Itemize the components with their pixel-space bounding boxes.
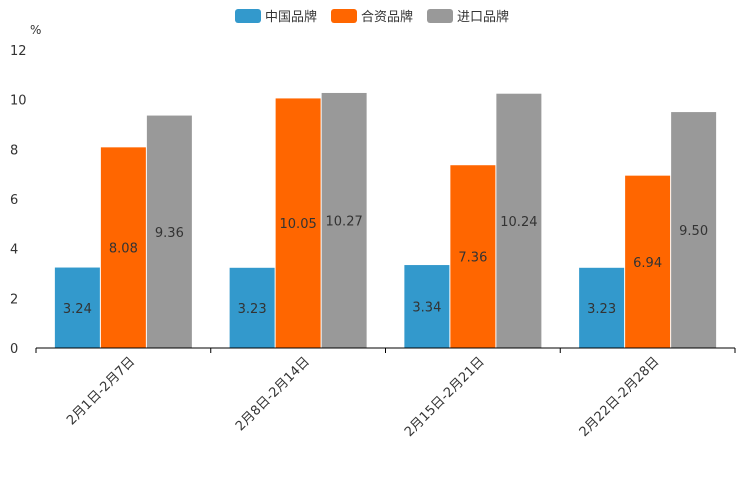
x-tick-label: 2月22日-2月28日 <box>577 354 663 440</box>
y-tick-label: 4 <box>10 243 18 258</box>
bar[interactable] <box>625 175 671 348</box>
legend-label-imported-brand: 进口品牌 <box>457 10 510 25</box>
bar[interactable] <box>579 267 625 348</box>
y-tick-label: 10 <box>10 94 27 109</box>
y-tick-label: 0 <box>10 342 18 357</box>
bar[interactable] <box>275 98 321 348</box>
x-tick-label: 2月15日-2月21日 <box>402 354 488 440</box>
x-tick-label: 2月1日-2月7日 <box>64 354 138 428</box>
x-axis: 2月1日-2月7日 2月8日-2月14日 2月15日-2月21日 2月22日-2月28… <box>35 347 736 440</box>
bar[interactable] <box>450 165 496 348</box>
bar[interactable] <box>496 93 542 348</box>
bar-value-label: 3.34 <box>412 301 441 316</box>
bar-value-label: 9.50 <box>679 224 708 239</box>
y-tick-label: 6 <box>10 193 18 208</box>
legend: 中国品牌 合资品牌 进口品牌 <box>0 6 744 25</box>
bar[interactable] <box>404 265 450 348</box>
bar-value-label: 9.36 <box>155 226 184 241</box>
legend-item-imported-brand[interactable]: 进口品牌 <box>427 6 509 25</box>
y-tick-label: 12 <box>10 44 27 59</box>
bar[interactable] <box>146 115 192 348</box>
y-axis: % 0 2 4 6 8 10 12 <box>10 23 41 357</box>
legend-label-china-brand: 中国品牌 <box>264 10 317 25</box>
bar[interactable] <box>671 112 717 348</box>
bar-value-label: 3.24 <box>63 302 92 317</box>
bar-value-label: 7.36 <box>458 251 487 266</box>
legend-item-joint-venture-brand[interactable]: 合资品牌 <box>330 6 413 25</box>
bar-value-label: 8.08 <box>109 242 138 257</box>
legend-label-joint-venture-brand: 合资品牌 <box>360 10 413 25</box>
legend-item-china-brand[interactable]: 中国品牌 <box>234 6 317 25</box>
legend-swatch-joint-venture-brand <box>330 8 357 23</box>
bar-series-group: 3.24 8.08 9.36 3.23 10.05 10.27 3.34 7.36 10.24 3… <box>54 92 717 348</box>
legend-swatch-china-brand <box>234 8 261 23</box>
legend-swatch-imported-brand <box>427 8 453 23</box>
bar-value-label: 10.27 <box>326 214 363 229</box>
bar[interactable] <box>100 147 146 348</box>
bar-value-label: 3.23 <box>587 302 616 317</box>
bar-value-label: 6.94 <box>633 256 662 271</box>
bar[interactable] <box>54 267 100 348</box>
bar-value-label: 10.05 <box>280 217 317 232</box>
bar[interactable] <box>321 92 367 348</box>
bar[interactable] <box>229 267 275 348</box>
y-tick-label: 2 <box>10 292 18 307</box>
x-tick-label: 2月8日-2月14日 <box>233 354 313 434</box>
bar-value-label: 3.23 <box>238 302 267 317</box>
y-tick-label: 8 <box>10 143 18 158</box>
y-axis-unit-label: % <box>30 23 41 37</box>
bar-value-label: 10.24 <box>500 215 537 230</box>
